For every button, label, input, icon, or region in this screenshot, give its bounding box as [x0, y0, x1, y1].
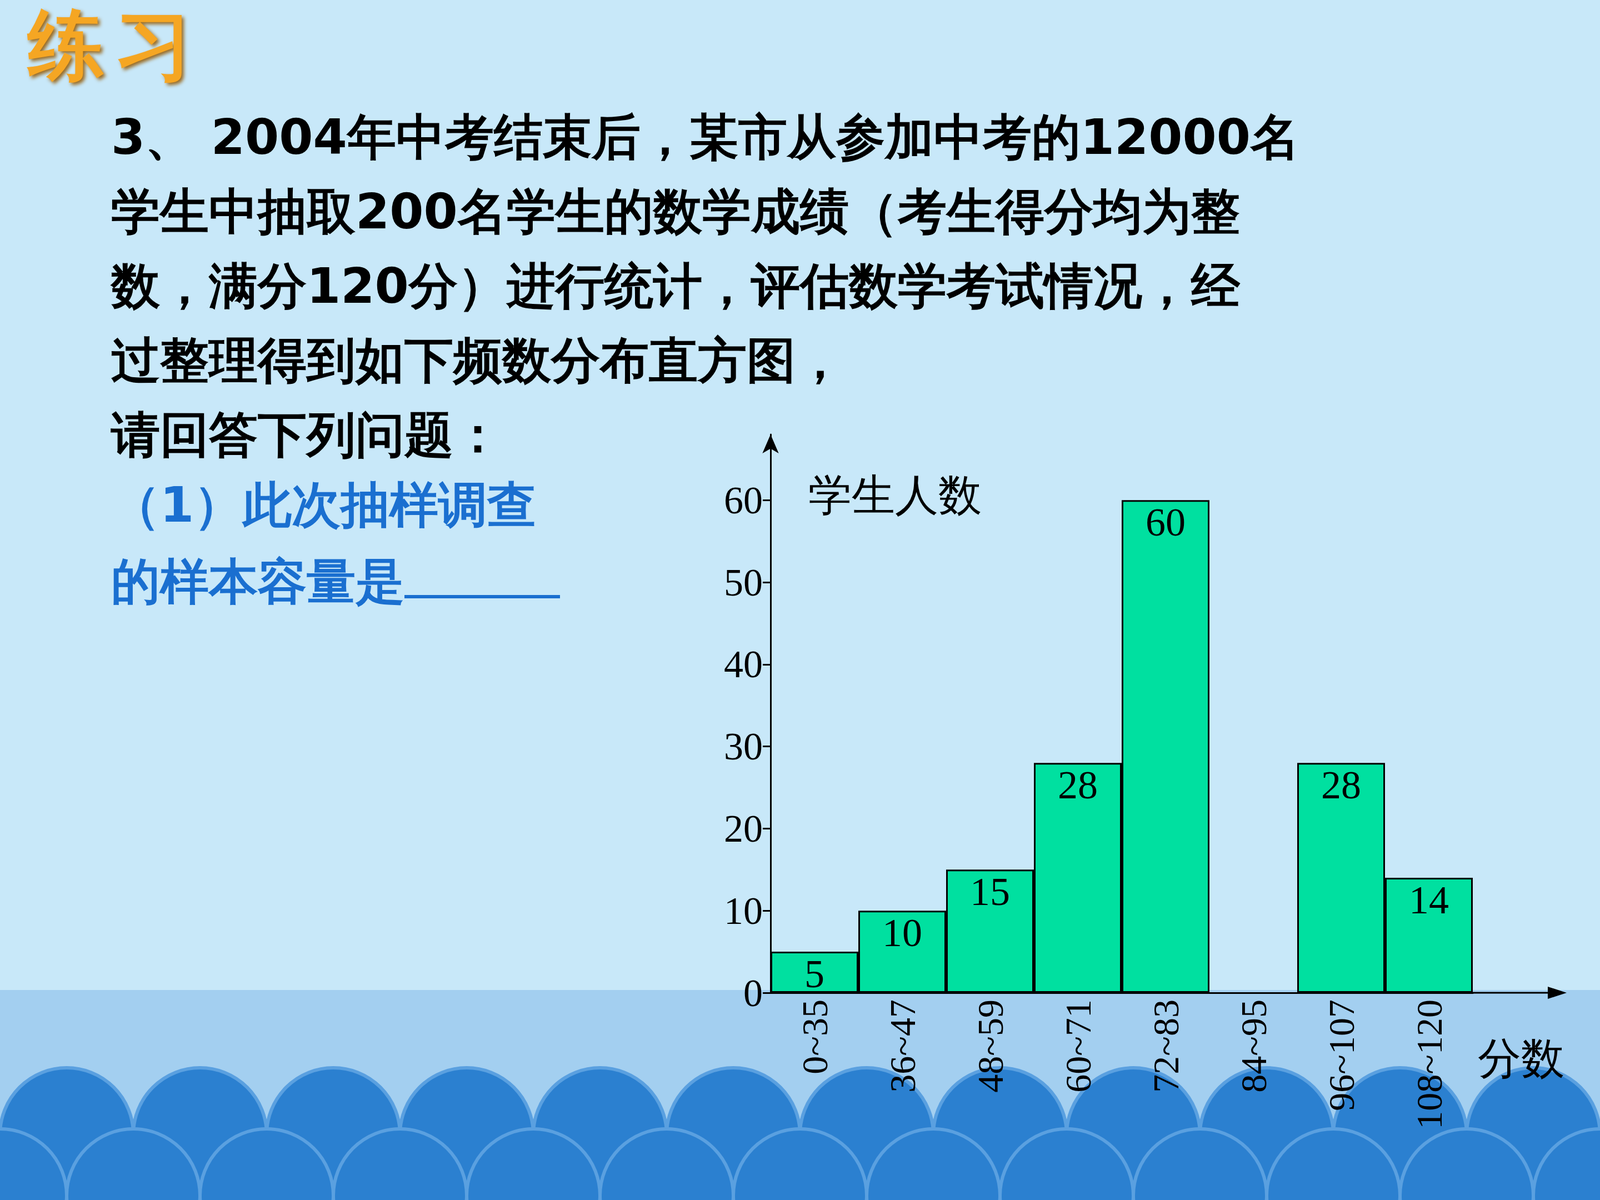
svg-text:0~35: 0~35 [794, 999, 835, 1075]
svg-text:60~71: 60~71 [1057, 999, 1099, 1093]
html-text:的样本容量是: 的样本容量是 [111, 552, 405, 610]
svg-text:72~83: 72~83 [1145, 999, 1187, 1093]
svg-text:28: 28 [1321, 762, 1362, 808]
html-text:练习: 练习 [27, 0, 204, 90]
svg-text:48~59: 48~59 [970, 999, 1011, 1093]
html-text:数，满分120分）进行统计，评估数学考试情况，经: 数，满分120分）进行统计，评估数学考试情况，经 [111, 257, 1240, 315]
svg-text:分数: 分数 [1477, 1034, 1565, 1083]
svg-text:84~95: 84~95 [1233, 999, 1274, 1093]
svg-text:10: 10 [882, 910, 923, 955]
svg-text:15: 15 [970, 869, 1010, 914]
svg-text:28: 28 [1057, 762, 1098, 808]
svg-text:60: 60 [1145, 500, 1186, 545]
svg-text:学生人数: 学生人数 [808, 471, 982, 520]
html-text:3、 2004年中考结束后，某市从参加中考的12000名: 3、 2004年中考结束后，某市从参加中考的12000名 [111, 108, 1300, 166]
svg-text:40: 40 [723, 642, 763, 686]
svg-text:96~107: 96~107 [1321, 999, 1362, 1112]
svg-text:14: 14 [1408, 877, 1449, 923]
html-text:请回答下列问题：: 请回答下列问题： [111, 406, 503, 464]
svg-text:36~47: 36~47 [882, 999, 923, 1093]
html-text:过整理得到如下频数分布直方图，: 过整理得到如下频数分布直方图， [111, 331, 845, 389]
svg-text:108~120: 108~120 [1408, 999, 1450, 1130]
svg-text:50: 50 [723, 561, 763, 604]
svg-text:0: 0 [743, 971, 763, 1015]
svg-text:60: 60 [723, 478, 763, 522]
svg-text:5: 5 [804, 951, 825, 997]
html-text:学生中抽取200名学生的数学成绩（考生得分均为整: 学生中抽取200名学生的数学成绩（考生得分均为整 [111, 182, 1240, 240]
svg-text:30: 30 [723, 725, 763, 768]
svg-text:10: 10 [723, 889, 763, 933]
svg-text:20: 20 [723, 807, 763, 850]
html-text:（1）此次抽样调查: （1）此次抽样调查 [111, 476, 537, 534]
